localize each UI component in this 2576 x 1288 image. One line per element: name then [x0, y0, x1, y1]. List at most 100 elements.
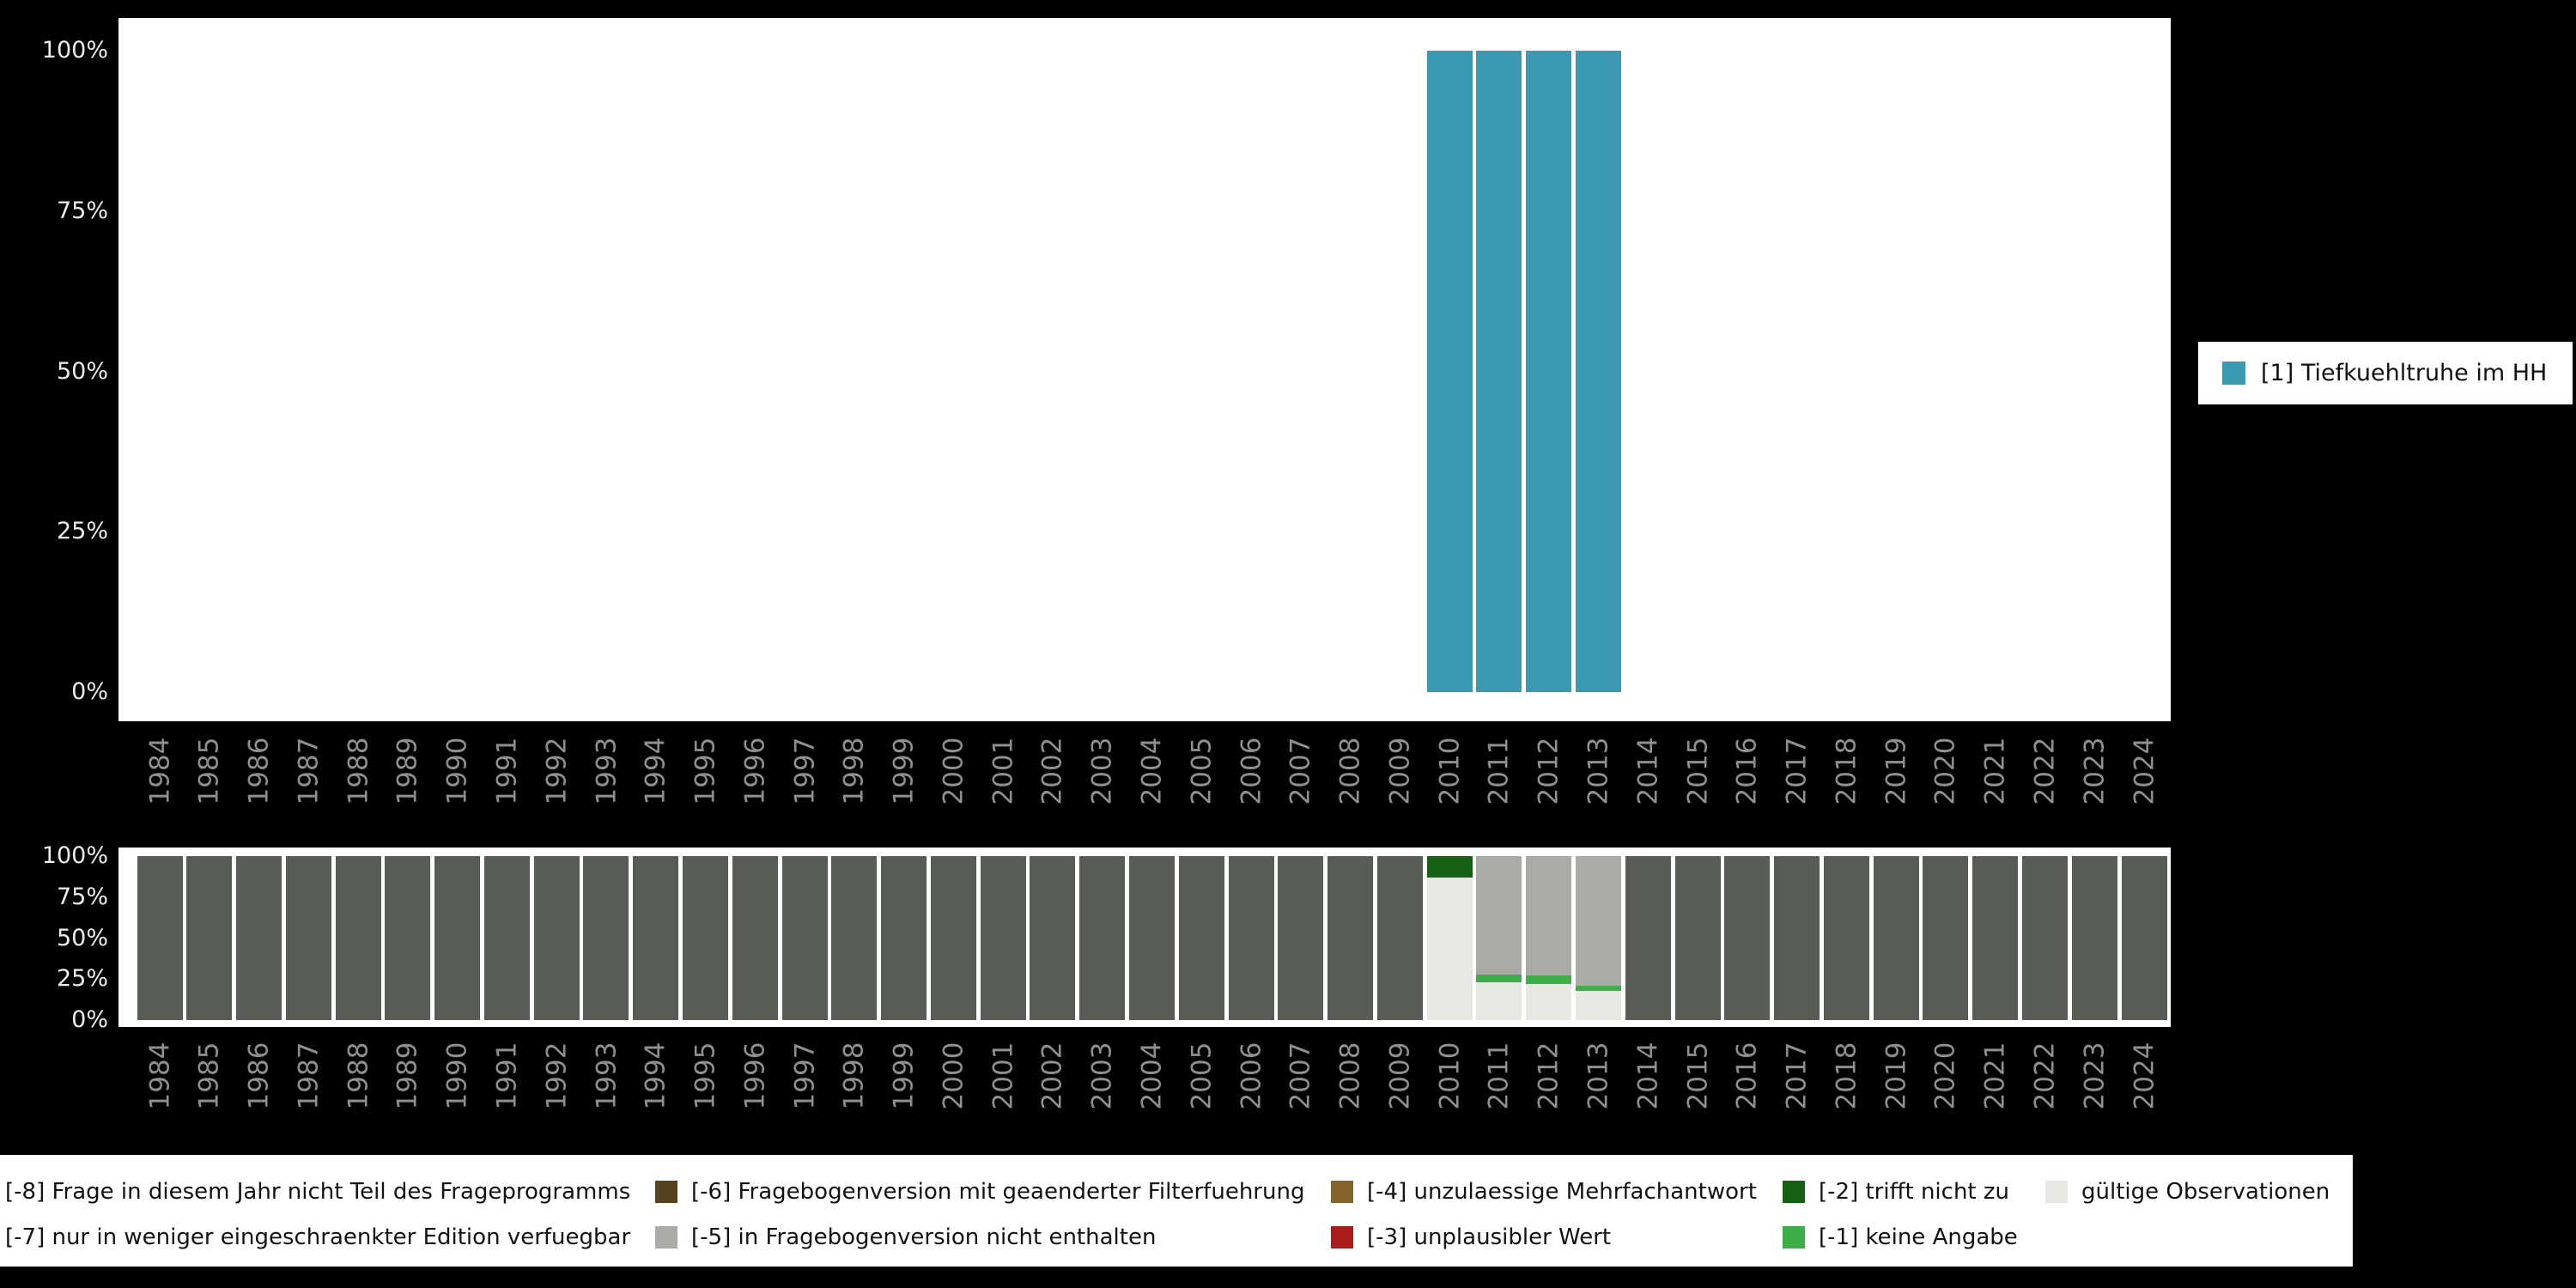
year-label-2016: 2016: [1731, 730, 1763, 812]
legend-entry--3: [-3] unplausibler Wert: [1331, 1218, 1611, 1257]
bar-segment-2010-valid: [1426, 877, 1473, 1020]
bar-segment-1988--8: [335, 856, 381, 1020]
year-label-text: 2010: [1434, 1042, 1466, 1110]
year-label-2014: 2014: [1632, 730, 1664, 812]
legend-entry-valid: gültige Observationen: [2045, 1172, 2330, 1212]
bar-segment-1994--8: [633, 856, 679, 1020]
year-label-2016: 2016: [1732, 1035, 1763, 1117]
year-label-text: 2008: [1334, 737, 1366, 805]
year-label-text: 1984: [144, 1042, 175, 1110]
year-label-2000: 2000: [938, 1035, 969, 1117]
year-label-text: 2009: [1384, 1042, 1416, 1110]
year-label-1995: 1995: [690, 1035, 721, 1117]
year-label-1988: 1988: [343, 730, 374, 812]
bar-segment-2022--8: [2021, 856, 2068, 1020]
year-label-text: 2003: [1086, 737, 1118, 805]
year-label-1997: 1997: [789, 1035, 820, 1117]
year-label-2020: 2020: [1929, 1035, 1961, 1117]
y-axis-tick-50%: 50%: [56, 924, 108, 951]
year-label-text: 2015: [1682, 737, 1714, 805]
bar-segment-2013-valid: [1575, 990, 1621, 1020]
year-label-text: 2024: [2129, 1042, 2160, 1110]
category-legend: [1] Tiefkuehltruhe im HH: [2198, 342, 2573, 404]
year-label-2002: 2002: [1036, 730, 1068, 812]
year-label-text: 2020: [1929, 1042, 1961, 1110]
year-label-1987: 1987: [293, 730, 324, 812]
legend-label--7: [-7] nur in weniger eingeschraenkter Edi…: [5, 1224, 631, 1250]
year-label-text: 2021: [1979, 737, 2011, 805]
year-label-2024: 2024: [2129, 1035, 2160, 1117]
year-label-1990: 1990: [442, 730, 473, 812]
year-label-text: 1998: [838, 1042, 870, 1110]
bar-segment-2005--8: [1178, 856, 1224, 1020]
year-label-text: 1984: [144, 737, 175, 805]
bar-segment-2014--8: [1625, 856, 1671, 1020]
year-label-2012: 2012: [1534, 1035, 1564, 1117]
bar-segment-2000--8: [930, 856, 976, 1020]
year-label-2011: 2011: [1483, 1035, 1515, 1117]
bar-segment-2013--5: [1575, 856, 1621, 986]
year-label-text: 1987: [293, 1042, 325, 1110]
year-label-text: 2016: [1731, 737, 1763, 805]
category-legend-label: [1] Tiefkuehltruhe im HH: [2261, 360, 2548, 386]
year-label-2006: 2006: [1236, 1035, 1267, 1117]
year-label-text: 2013: [1583, 737, 1614, 805]
year-label-1998: 1998: [839, 730, 870, 812]
bar-segment-2012--1: [1526, 975, 1572, 984]
year-label-1985: 1985: [194, 730, 225, 812]
year-label-2017: 2017: [1782, 1035, 1813, 1117]
year-label-text: 2000: [938, 737, 969, 805]
y-axis-tick-75%: 75%: [56, 197, 108, 224]
year-label-text: 2014: [1632, 737, 1664, 805]
legend-entry--5: [-5] in Fragebogenversion nicht enthalte…: [655, 1218, 1156, 1257]
bar-segment-1991--8: [483, 856, 530, 1020]
legend-swatch--5: [655, 1226, 677, 1249]
legend-swatch-valid: [2045, 1181, 2068, 1203]
bar-segment-2024--8: [2121, 856, 2167, 1020]
year-label-2012: 2012: [1534, 730, 1564, 812]
year-label-2015: 2015: [1682, 730, 1714, 812]
bar-segment-2011-valid: [1476, 982, 1522, 1020]
year-label-2014: 2014: [1632, 1035, 1663, 1117]
year-label-text: 1993: [590, 737, 622, 805]
bar-segment-2012-1: [1526, 51, 1572, 692]
year-label-1989: 1989: [392, 730, 423, 812]
year-label-2010: 2010: [1434, 730, 1466, 812]
year-label-2007: 2007: [1285, 730, 1316, 812]
year-label-text: 2009: [1384, 737, 1416, 805]
year-label-text: 2017: [1781, 737, 1813, 805]
year-label-2002: 2002: [1037, 1035, 1068, 1117]
year-label-1993: 1993: [590, 1035, 622, 1117]
year-label-1999: 1999: [889, 1035, 920, 1117]
year-label-2001: 2001: [987, 1035, 1018, 1117]
year-label-text: 2010: [1434, 737, 1466, 805]
bar-segment-2011--5: [1476, 856, 1522, 975]
year-label-text: 2002: [1036, 737, 1068, 805]
y-axis-tick-25%: 25%: [56, 965, 108, 993]
legend-label--1: [-1] keine Angabe: [1819, 1224, 2018, 1250]
bar-segment-1987--8: [285, 856, 331, 1020]
year-label-2023: 2023: [2079, 1035, 2110, 1117]
year-label-2023: 2023: [2079, 730, 2110, 812]
y-axis-tick-75%: 75%: [56, 883, 108, 910]
year-label-text: 2004: [1136, 1042, 1168, 1110]
year-label-text: 1994: [640, 737, 671, 805]
year-label-2019: 2019: [1880, 730, 1911, 812]
year-label-1985: 1985: [194, 1035, 225, 1117]
year-label-text: 1989: [392, 1042, 423, 1110]
legend-label--3: [-3] unplausibler Wert: [1367, 1224, 1612, 1250]
bar-segment-2010-1: [1426, 51, 1473, 692]
year-label-2010: 2010: [1434, 1035, 1466, 1117]
year-label-text: 1989: [392, 737, 423, 805]
year-label-text: 2011: [1483, 737, 1515, 805]
year-label-text: 2011: [1483, 1042, 1515, 1110]
legend-entry--8: [-8] Frage in diesem Jahr nicht Teil des…: [0, 1172, 630, 1212]
year-label-1994: 1994: [641, 1035, 671, 1117]
year-label-2004: 2004: [1136, 1035, 1168, 1117]
year-label-text: 2022: [2029, 1042, 2061, 1110]
year-label-1991: 1991: [491, 730, 522, 812]
bar-segment-2015--8: [1674, 856, 1721, 1020]
bar-segment-2016--8: [1724, 856, 1771, 1020]
year-label-text: 1993: [590, 1042, 622, 1110]
bar-segment-2012--5: [1526, 856, 1572, 976]
